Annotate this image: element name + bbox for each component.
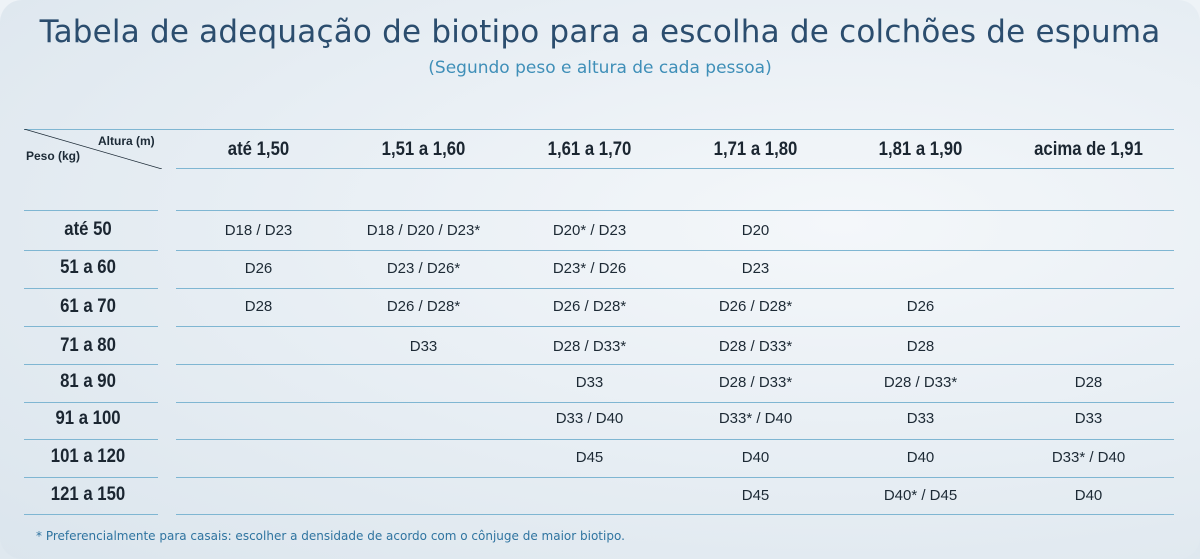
column-header: acima de 1,91 (1034, 139, 1143, 160)
table-cell: D33 (1074, 410, 1103, 427)
table-cell: D33 (906, 410, 935, 427)
row-header: 61 a 70 (60, 296, 116, 317)
table-cell: D28 (906, 338, 935, 355)
row-rule (176, 402, 1174, 403)
corner-col-label: Altura (m) (98, 134, 155, 148)
table-cell: D28 (244, 298, 273, 315)
column-header: 1,51 a 1,60 (381, 139, 466, 160)
header-bottom-rule (176, 168, 1174, 169)
table-cell: D26 / D28* (718, 298, 793, 315)
table-cell: D28 / D33* (718, 374, 793, 391)
row-rule (24, 477, 158, 478)
row-rule (24, 364, 158, 365)
row-header: 71 a 80 (60, 335, 116, 356)
row-rule (176, 250, 1174, 251)
table-cell: D28 / D33* (883, 374, 958, 391)
row-rule (24, 326, 158, 327)
header-top-rule (24, 129, 1174, 130)
table-cell: D20* / D23 (552, 222, 627, 239)
row-rule (24, 288, 158, 289)
row-header: 51 a 60 (60, 257, 116, 278)
table-cell: D23 (741, 260, 770, 277)
table-cell: D45 (741, 487, 770, 504)
table-cell: D26 (244, 260, 273, 277)
column-header: 1,61 a 1,70 (547, 139, 632, 160)
row-rule (176, 477, 1174, 478)
table-cell: D40 (1074, 487, 1103, 504)
corner-row-label: Peso (kg) (26, 149, 81, 163)
table-cell: D33 (409, 338, 438, 355)
table-cell: D23 / D26* (386, 260, 461, 277)
page-title: Tabela de adequação de biotipo para a es… (39, 14, 1161, 50)
row-rule (24, 402, 158, 403)
table-cell: D18 / D20 / D23* (366, 222, 481, 239)
row-rule (176, 439, 1174, 440)
row-rule (176, 326, 1180, 327)
column-header: até 1,50 (227, 139, 290, 160)
table-cell: D33* / D40 (1051, 449, 1126, 466)
column-header: 1,71 a 1,80 (713, 139, 798, 160)
table-cell: D26 / D28* (552, 298, 627, 315)
table-cell: D40* / D45 (883, 487, 958, 504)
column-header: 1,81 a 1,90 (878, 139, 963, 160)
row-header: 101 a 120 (50, 446, 126, 467)
row-rule (24, 250, 158, 251)
table-cell: D40 (741, 449, 770, 466)
page-subtitle: (Segundo peso e altura de cada pessoa) (428, 58, 772, 78)
table-cell: D33* / D40 (718, 410, 793, 427)
row-rule (24, 514, 158, 515)
table-cell: D28 / D33* (718, 338, 793, 355)
row-header: 121 a 150 (50, 484, 126, 505)
table-cell: D26 / D28* (386, 298, 461, 315)
table-cell: D28 / D33* (552, 338, 627, 355)
row-header: até 50 (64, 219, 112, 240)
row-rule (176, 364, 1174, 365)
row-header: 81 a 90 (60, 371, 116, 392)
row-rule (176, 288, 1174, 289)
row-rule (24, 210, 158, 211)
table-cell: D18 / D23 (224, 222, 293, 239)
table-cell: D26 (906, 298, 935, 315)
row-rule (176, 210, 1174, 211)
table-cell: D33 / D40 (555, 410, 624, 427)
row-rule (24, 439, 158, 440)
table-cell: D40 (906, 449, 935, 466)
table-cell: D23* / D26 (552, 260, 627, 277)
footnote: * Preferencialmente para casais: escolhe… (36, 529, 625, 543)
corner-diagonal (24, 129, 162, 169)
table-cell: D45 (575, 449, 604, 466)
row-header: 91 a 100 (55, 408, 121, 429)
table-cell: D20 (741, 222, 770, 239)
table-cell: D33 (575, 374, 604, 391)
table-cell: D28 (1074, 374, 1103, 391)
row-rule (176, 514, 1174, 515)
